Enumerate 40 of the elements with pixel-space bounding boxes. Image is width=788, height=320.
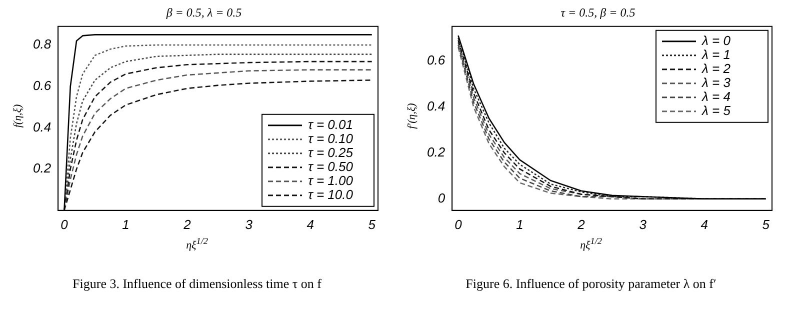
legend-label: λ = 0 (701, 33, 732, 48)
chart-title: β = 0.5, λ = 0.5 (165, 5, 242, 20)
x-axis-title: ηξ$^{1/2}$ (579, 236, 603, 252)
x-tick-label: 0 (60, 216, 69, 232)
y-axis-title: f(η,ξ) (12, 103, 24, 130)
y-tick-label: 0.2 (426, 144, 446, 160)
legend-label: λ = 3 (701, 75, 732, 90)
caption: Figure 3. Influence of dimensionless time τ on f (72, 276, 322, 292)
legend-label: τ = 0.50 (308, 159, 354, 174)
x-tick-label: 5 (762, 216, 770, 232)
x-tick-label: 2 (182, 216, 192, 232)
y-tick-label: 0.4 (426, 98, 446, 114)
x-axis-title: ηξ$^{1/2}$ (185, 236, 209, 252)
x-tick-label: 3 (639, 216, 648, 232)
legend-label: τ = 0.01 (308, 117, 353, 132)
x-tick-label: 5 (368, 216, 376, 232)
x-tick-label: 2 (576, 216, 586, 232)
y-tick-label: 0.8 (32, 36, 52, 52)
legend-label: τ = 10.0 (308, 187, 354, 202)
legend-label: τ = 1.00 (308, 173, 354, 188)
y-tick-label: 0.2 (32, 160, 52, 176)
legend-label: λ = 4 (701, 89, 730, 104)
y-tick-label: 0 (438, 190, 446, 206)
x-tick-label: 1 (516, 216, 524, 232)
legend-label: λ = 5 (701, 103, 732, 118)
y-axis-title: f′(η,ξ) (406, 102, 418, 131)
chart-title: τ = 0.5, β = 0.5 (560, 5, 636, 20)
legend-label: τ = 0.25 (308, 145, 354, 160)
y-tick-label: 0.6 (32, 78, 52, 93)
legend-label: τ = 0.10 (308, 131, 354, 146)
x-tick-label: 1 (122, 216, 130, 232)
caption: Figure 6. Influence of porosity parameter λ on f′ (464, 276, 718, 292)
x-tick-label: 0 (454, 216, 463, 232)
y-tick-label: 0.4 (32, 119, 52, 134)
x-tick-label: 3 (245, 216, 254, 232)
legend-label: λ = 2 (701, 61, 732, 76)
x-tick-label: 4 (700, 216, 708, 232)
x-tick-label: 4 (306, 216, 314, 232)
y-tick-label: 0.6 (426, 52, 446, 68)
legend-label: λ = 1 (701, 47, 730, 62)
